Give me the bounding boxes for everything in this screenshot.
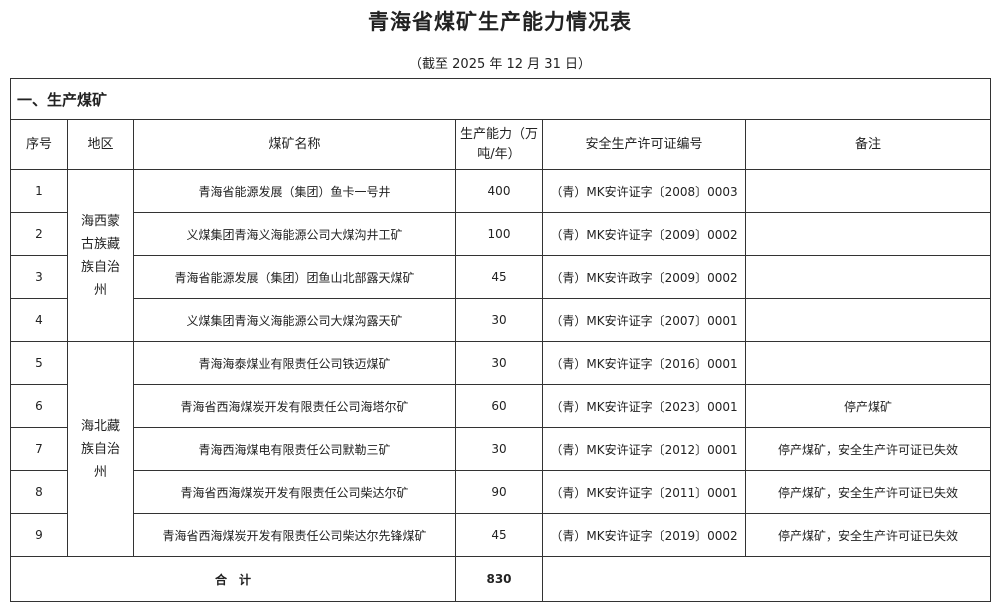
mine-name: 青海省能源发展（集团）团鱼山北部露天煤矿 xyxy=(133,255,456,299)
mine-name: 义煤集团青海义海能源公司大煤沟露天矿 xyxy=(133,298,456,342)
table-row: 9 青海省西海煤炭开发有限责任公司柴达尔先锋煤矿 45 （青）MK安许证字〔2019〕… xyxy=(10,513,992,557)
row-no: 5 xyxy=(10,341,68,385)
remark xyxy=(744,341,992,385)
section-heading: 一、生产煤矿 xyxy=(9,78,992,120)
row-no: 1 xyxy=(10,169,68,213)
license-no: （青）MK安许证字〔2009〕0002 xyxy=(542,212,746,256)
license-no: （青）MK安许证字〔2007〕0001 xyxy=(542,298,746,342)
row-no: 6 xyxy=(10,384,68,428)
table-row: 7 青海西海煤电有限责任公司默勒三矿 30 （青）MK安许证字〔2012〕0001 停产… xyxy=(10,427,992,471)
remark: 停产煤矿，安全生产许可证已失效 xyxy=(744,427,992,471)
header-region: 地区 xyxy=(67,119,134,170)
coal-mine-table: 一、生产煤矿 序号 地区 煤矿名称 生产能力（万吨/年） 安全生产许可证编号 备… xyxy=(9,78,992,602)
mine-name: 青海省西海煤炭开发有限责任公司海塔尔矿 xyxy=(133,384,456,428)
remark: 停产煤矿 xyxy=(744,384,992,428)
page-title: 青海省煤矿生产能力情况表 xyxy=(368,10,632,34)
table-row: 2 义煤集团青海义海能源公司大煤沟井工矿 100 （青）MK安许证字〔2009〕000… xyxy=(10,212,992,256)
row-no: 9 xyxy=(10,513,68,557)
table-row: 8 青海省西海煤炭开发有限责任公司柴达尔矿 90 （青）MK安许证字〔2011〕000… xyxy=(10,470,992,514)
table-row: 4 义煤集团青海义海能源公司大煤沟露天矿 30 （青）MK安许证字〔2007〕0001 xyxy=(10,298,992,342)
mine-name: 青海省能源发展（集团）鱼卡一号井 xyxy=(133,169,456,213)
capacity: 30 xyxy=(455,298,543,342)
region-cell: 海北藏族自治州 xyxy=(67,341,134,557)
mine-name: 义煤集团青海义海能源公司大煤沟井工矿 xyxy=(133,212,456,256)
table-row: 5 海北藏族自治州 青海海泰煤业有限责任公司铁迈煤矿 30 （青）MK安许证字〔2016… xyxy=(10,341,992,557)
row-no: 7 xyxy=(10,427,68,471)
capacity: 100 xyxy=(455,212,543,256)
mine-name: 青海海泰煤业有限责任公司铁迈煤矿 xyxy=(133,341,456,385)
capacity: 45 xyxy=(455,255,543,299)
header-remark: 备注 xyxy=(744,119,992,170)
total-empty xyxy=(541,556,992,602)
capacity: 30 xyxy=(455,341,543,385)
capacity: 45 xyxy=(455,513,543,557)
header-name: 煤矿名称 xyxy=(133,119,456,170)
region-cell: 海西蒙古族藏族自治州 xyxy=(67,169,134,342)
row-no: 2 xyxy=(10,212,68,256)
remark: 停产煤矿，安全生产许可证已失效 xyxy=(744,470,992,514)
row-no: 4 xyxy=(10,298,68,342)
capacity: 30 xyxy=(455,427,543,471)
capacity: 400 xyxy=(455,169,543,213)
mine-name: 青海省西海煤炭开发有限责任公司柴达尔矿 xyxy=(133,470,456,514)
row-no: 3 xyxy=(10,255,68,299)
license-no: （青）MK安许证字〔2011〕0001 xyxy=(542,470,746,514)
table-row: 6 青海省西海煤炭开发有限责任公司海塔尔矿 60 （青）MK安许证字〔2023〕000… xyxy=(10,384,992,428)
mine-name: 青海西海煤电有限责任公司默勒三矿 xyxy=(133,427,456,471)
license-no: （青）MK安许证字〔2016〕0001 xyxy=(542,341,746,385)
license-no: （青）MK安许政字〔2009〕0002 xyxy=(542,255,746,299)
capacity: 60 xyxy=(455,384,543,428)
remark xyxy=(744,298,992,342)
license-no: （青）MK安许证字〔2012〕0001 xyxy=(542,427,746,471)
license-no: （青）MK安许证字〔2023〕0001 xyxy=(542,384,746,428)
capacity: 90 xyxy=(455,470,543,514)
remark xyxy=(744,212,992,256)
license-no: （青）MK安许证字〔2019〕0002 xyxy=(542,513,746,557)
table-row: 1 海西蒙古族藏族自治州 青海省能源发展（集团）鱼卡一号井 400 （青）MK安许证字〔… xyxy=(10,169,992,342)
mine-name: 青海省西海煤炭开发有限责任公司柴达尔先锋煤矿 xyxy=(133,513,456,557)
remark xyxy=(744,255,992,299)
header-no: 序号 xyxy=(10,119,68,170)
row-no: 8 xyxy=(10,470,68,514)
date-subtitle: （截至 2025 年 12 月 31 日） xyxy=(409,57,591,72)
header-capacity: 生产能力（万吨/年） xyxy=(455,119,543,170)
total-label: 合 计 xyxy=(10,556,456,602)
remark: 停产煤矿，安全生产许可证已失效 xyxy=(744,513,992,557)
remark xyxy=(744,169,992,213)
header-license: 安全生产许可证编号 xyxy=(542,119,746,170)
license-no: （青）MK安许证字〔2008〕0003 xyxy=(542,169,746,213)
total-value: 830 xyxy=(455,556,543,602)
table-row: 3 青海省能源发展（集团）团鱼山北部露天煤矿 45 （青）MK安许政字〔2009〕00… xyxy=(10,255,992,299)
